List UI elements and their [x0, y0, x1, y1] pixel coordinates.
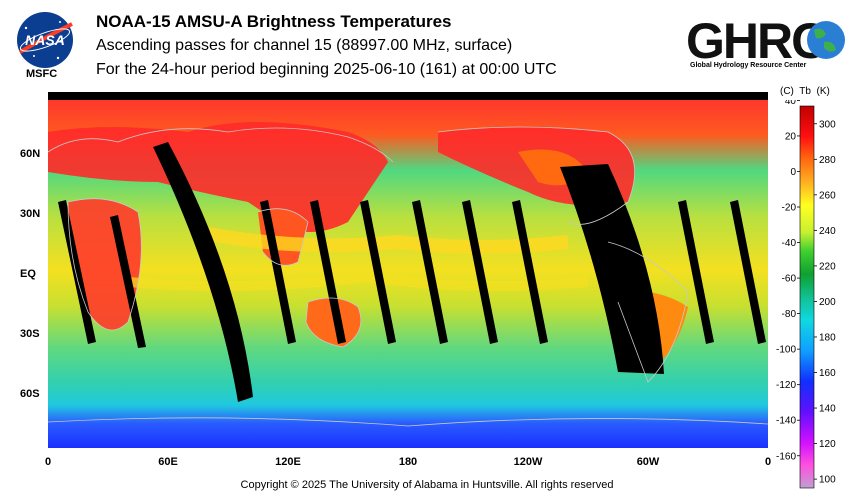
longitude-label: 60E — [158, 456, 178, 468]
swath-gap — [512, 200, 548, 344]
map-subtitle-period: For the 24-hour period beginning 2025-06… — [96, 61, 557, 78]
nasa-logo: NASA — [17, 12, 73, 68]
kelvin-tick-label: 140 — [819, 404, 836, 415]
celsius-tick-label: -80 — [782, 309, 797, 320]
kelvin-tick-label: 200 — [819, 297, 836, 308]
copyright-notice: Copyright © 2025 The University of Alaba… — [240, 479, 614, 491]
ghrc-logo: GHRC — [686, 13, 845, 69]
celsius-tick-label: -40 — [782, 238, 797, 249]
latitude-label: 30N — [20, 208, 41, 220]
kelvin-tick-label: 180 — [819, 332, 836, 343]
ghrc-subtitle: Global Hydrology Resource Center — [690, 62, 807, 69]
kelvin-tick-label: 100 — [819, 475, 836, 486]
celsius-tick-label: -160 — [776, 451, 796, 462]
colorbar-ramp — [799, 105, 815, 489]
latitude-label: 60N — [20, 148, 41, 160]
map-title: NOAA-15 AMSU-A Brightness Temperatures — [96, 12, 452, 31]
msfc-label: MSFC — [26, 68, 58, 80]
colorbar-header: (C) Tb (K) — [780, 86, 830, 97]
celsius-tick-label: 0 — [790, 167, 796, 178]
latitude-label: EQ — [20, 268, 36, 280]
brightness-temperature-map — [48, 92, 768, 448]
missing-strip — [48, 92, 768, 100]
celsius-tick-label: 20 — [785, 131, 797, 142]
colorbar-kelvin-unit: (K) — [816, 86, 830, 97]
celsius-tick-label: -140 — [776, 416, 796, 427]
longitude-label: 120W — [513, 456, 543, 468]
swath-gap — [462, 200, 498, 344]
colorbar-celsius-unit: (C) — [780, 86, 794, 97]
coastlines — [48, 126, 768, 427]
svg-text:GHRC: GHRC — [686, 13, 826, 69]
kelvin-tick-label: 240 — [819, 226, 836, 237]
svg-text:NASA: NASA — [25, 32, 65, 48]
eurasia-warm — [48, 122, 388, 232]
swath-gap — [310, 200, 346, 344]
swath-gap — [730, 200, 766, 344]
longitude-label: 0 — [44, 456, 52, 468]
celsius-tick-label: -100 — [776, 345, 796, 356]
latitude-label: 30S — [20, 328, 40, 340]
swath-gap-large — [560, 164, 664, 374]
kelvin-tick-label: 260 — [819, 190, 836, 201]
longitude-label: 120E — [275, 456, 301, 468]
kelvin-ticks: 300 280 260 240 220 200 180 160 140 120 100 — [814, 119, 836, 486]
map-subtitle-channel: Ascending passes for channel 15 (88997.0… — [96, 37, 513, 54]
kelvin-tick-label: 160 — [819, 368, 836, 379]
celsius-tick-label: -20 — [782, 203, 797, 214]
kelvin-tick-label: 220 — [819, 261, 836, 272]
kelvin-tick-label: 300 — [819, 119, 836, 130]
longitude-label: 60W — [636, 456, 660, 468]
kelvin-tick-label: 120 — [819, 439, 836, 450]
swath-gap — [260, 200, 296, 344]
celsius-tick-label: -120 — [776, 380, 796, 391]
celsius-ticks: 40 20 0 -20 -40 -60 -80 -100 -120 -140 -160 — [776, 100, 800, 462]
swath-gap-large — [153, 142, 253, 402]
longitude-label: 0 — [764, 456, 772, 468]
swath-gap — [360, 200, 396, 344]
celsius-tick-label: -60 — [782, 274, 797, 285]
kelvin-tick-label: 280 — [819, 155, 836, 166]
celsius-tick-label: 40 — [785, 100, 797, 107]
swath-gap — [412, 200, 448, 344]
australia-warm — [306, 298, 361, 347]
swath-gap — [678, 200, 714, 344]
latitude-label: 60S — [20, 388, 40, 400]
swath-gap — [110, 215, 146, 348]
longitude-label: 180 — [398, 456, 418, 468]
colorbar-tb-label: Tb — [799, 86, 811, 97]
